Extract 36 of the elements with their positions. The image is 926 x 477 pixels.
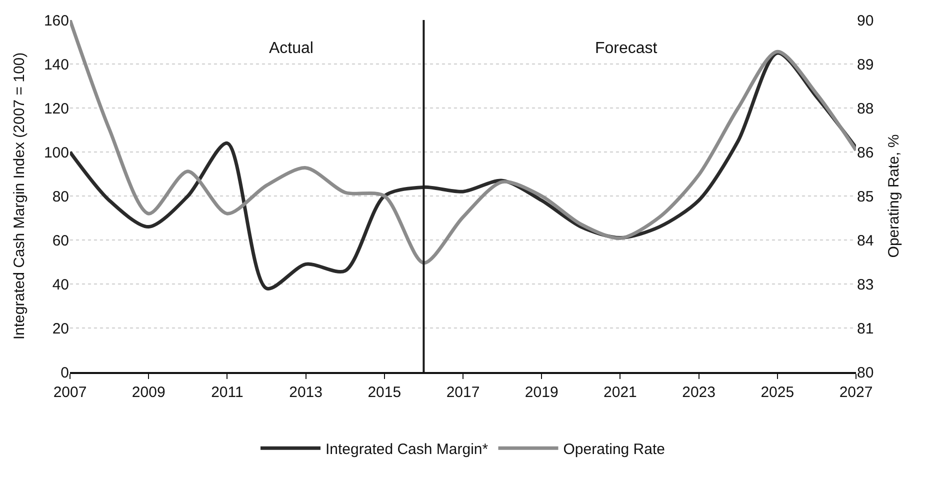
y2-tick-label: 89 bbox=[857, 56, 874, 74]
x-tick-label: 2027 bbox=[839, 384, 873, 401]
y2-axis-title: Operating Rate, % bbox=[886, 134, 903, 258]
y2-tick-label: 85 bbox=[857, 188, 874, 206]
x-tick-label: 2025 bbox=[760, 384, 794, 401]
y-tick-label: 20 bbox=[52, 320, 69, 338]
x-tick-label: 2013 bbox=[289, 384, 322, 401]
y-tick-label: 100 bbox=[44, 144, 69, 162]
legend-label: Integrated Cash Margin* bbox=[326, 440, 488, 458]
y-tick-label: 40 bbox=[52, 276, 69, 294]
x-tick-label: 2023 bbox=[682, 384, 716, 401]
y-tick-label: 80 bbox=[52, 188, 69, 206]
y-tick-label: 120 bbox=[44, 100, 69, 118]
x-tick-label: 2011 bbox=[211, 384, 244, 401]
y2-tick-label: 90 bbox=[857, 12, 874, 30]
x-tick-label: 2019 bbox=[524, 384, 558, 401]
y-tick-label: 60 bbox=[52, 232, 69, 250]
y2-tick-label: 80 bbox=[857, 364, 874, 382]
y-tick-label: 0 bbox=[60, 364, 69, 382]
x-tick-label: 2017 bbox=[446, 384, 480, 401]
y-axis-title: Integrated Cash Margin Index (2007 = 100) bbox=[11, 52, 28, 340]
y2-tick-label: 83 bbox=[857, 276, 874, 294]
annotation: Forecast bbox=[595, 40, 658, 57]
line-series bbox=[70, 20, 856, 265]
x-tick-label: 2007 bbox=[53, 384, 87, 401]
y2-tick-label: 81 bbox=[857, 320, 874, 338]
annotation: Actual bbox=[269, 40, 314, 57]
y2-tick-label: 84 bbox=[857, 232, 874, 250]
x-tick-label: 2015 bbox=[368, 384, 402, 401]
y2-tick-label: 88 bbox=[857, 100, 874, 118]
y2-tick-label: 86 bbox=[857, 144, 874, 162]
x-tick-label: 2009 bbox=[132, 384, 166, 401]
y-tick-label: 160 bbox=[44, 12, 69, 30]
x-tick-label: 2021 bbox=[604, 384, 637, 401]
legend-label: Operating Rate bbox=[563, 440, 665, 458]
y-tick-label: 140 bbox=[44, 56, 69, 74]
